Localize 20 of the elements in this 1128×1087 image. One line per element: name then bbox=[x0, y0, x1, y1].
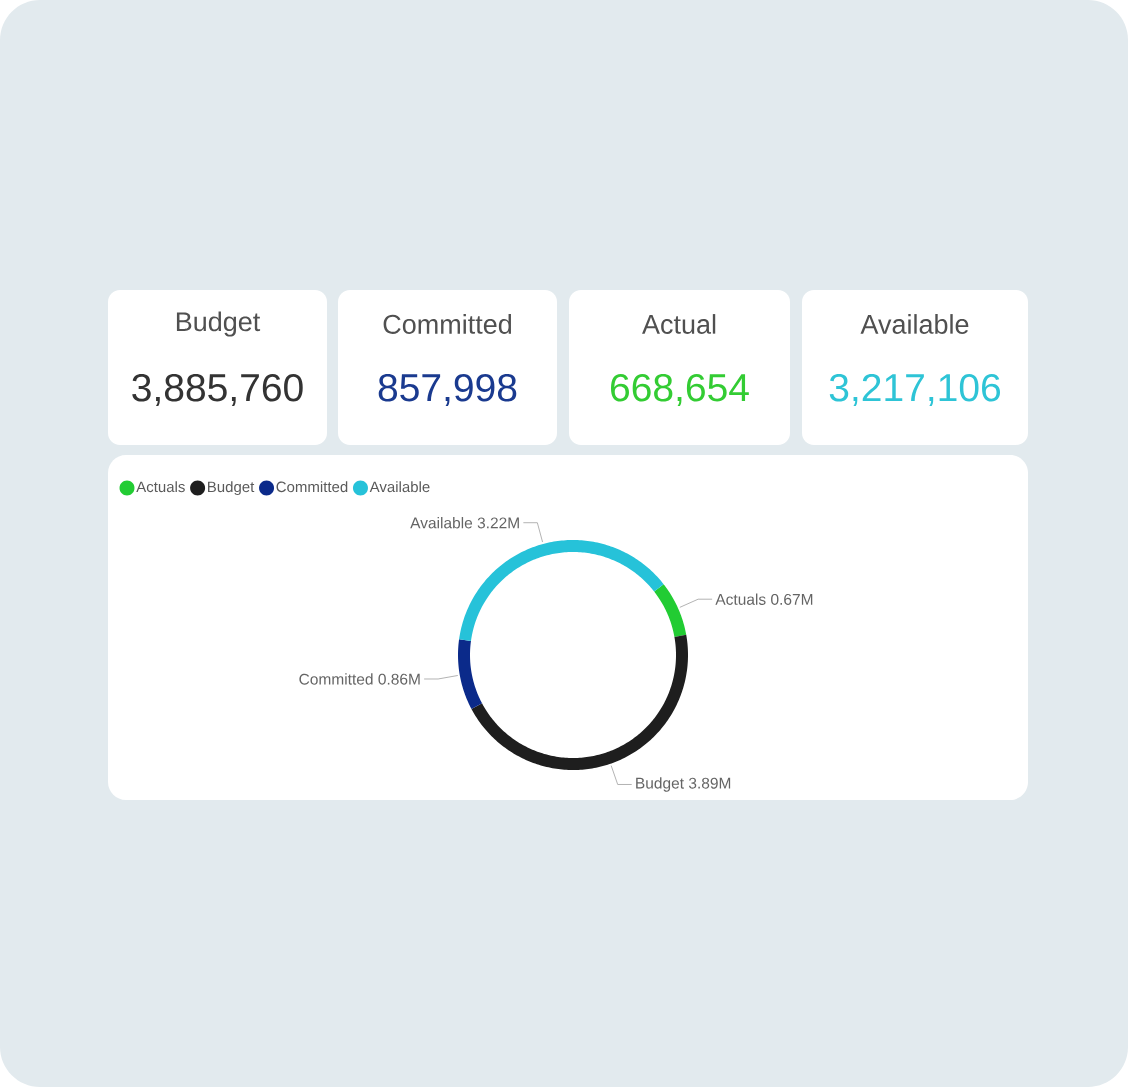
text: Actual bbox=[642, 314, 716, 334]
data-label: 0.67M bbox=[771, 593, 813, 605]
text: 857,998 bbox=[378, 373, 517, 407]
text: 3,217,106 bbox=[829, 373, 1001, 407]
legend-label: Committed bbox=[276, 481, 348, 493]
slice-label: Committed bbox=[299, 673, 373, 685]
text: 3,885,760 bbox=[132, 373, 303, 407]
data-label: 0.86M bbox=[378, 673, 420, 685]
text: Budget bbox=[176, 311, 261, 337]
data-label: 3.89M bbox=[688, 777, 731, 789]
slice-label: Budget bbox=[636, 777, 684, 792]
slice-label: Actuals bbox=[715, 593, 766, 605]
legend-label: Actuals bbox=[136, 481, 185, 493]
text: 668,654 bbox=[610, 373, 749, 407]
data-label: 3.22M bbox=[477, 517, 519, 529]
text: Committed bbox=[383, 314, 512, 334]
legend-label: Available bbox=[369, 481, 430, 493]
legend-label: Budget bbox=[208, 481, 255, 496]
slice-label: Available bbox=[410, 517, 473, 529]
text: Available bbox=[860, 314, 969, 334]
